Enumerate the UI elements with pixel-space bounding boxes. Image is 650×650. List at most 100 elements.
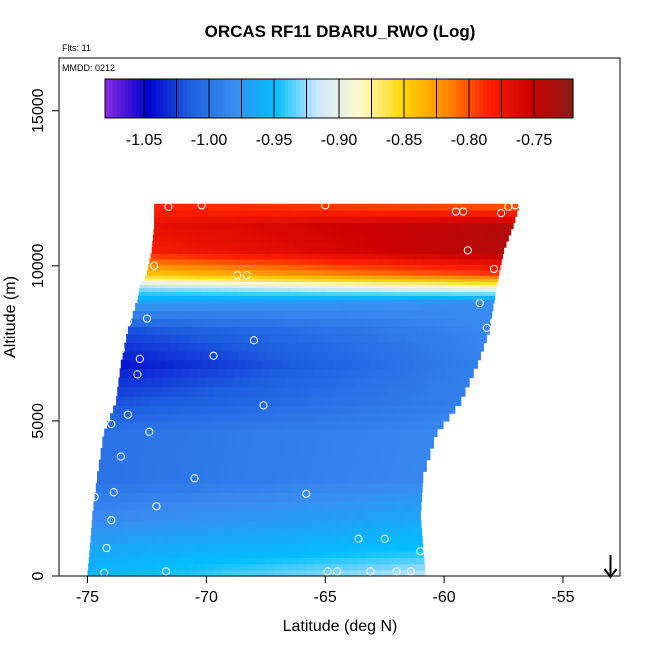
heatmap-cell — [481, 203, 492, 211]
heatmap-cell — [174, 448, 184, 461]
heatmap-cell — [117, 386, 127, 397]
heatmap-cell — [373, 278, 384, 282]
heatmap-cell — [469, 284, 480, 289]
sample-point — [107, 419, 116, 429]
heatmap-cell — [283, 482, 293, 493]
sample-point — [233, 271, 242, 280]
heatmap-cell — [282, 284, 292, 289]
heatmap-cell — [302, 377, 312, 388]
heatmap-cell — [209, 264, 220, 271]
heatmap-cell — [102, 492, 112, 503]
heatmap-cell — [407, 557, 417, 565]
heatmap-cell — [130, 405, 140, 414]
heatmap-cell — [384, 368, 395, 379]
colorbar-swatch — [514, 79, 519, 118]
heatmap-cell — [423, 222, 433, 230]
heatmap-cell — [331, 396, 341, 407]
heatmap-cell — [185, 436, 195, 449]
heatmap-cell — [237, 413, 247, 422]
heatmap-cell — [166, 448, 176, 461]
heatmap-cell — [327, 203, 337, 211]
heatmap-cell — [392, 310, 403, 320]
heatmap-cell — [147, 405, 157, 414]
colorbar-swatch — [393, 79, 399, 118]
heatmap-cell — [430, 303, 440, 312]
heatmap-cell — [414, 471, 424, 484]
heatmap-cell — [163, 203, 173, 211]
heatmap-cell — [173, 269, 183, 276]
heatmap-cell — [273, 284, 284, 289]
heatmap-cell — [258, 241, 268, 248]
heatmap-cell — [387, 299, 397, 304]
heatmap-cell — [428, 310, 439, 320]
heatmap-cell — [99, 527, 109, 537]
heatmap-cell — [172, 209, 182, 217]
sample-point — [489, 317, 499, 326]
heatmap-cell — [249, 405, 259, 414]
heatmap-cell — [339, 535, 349, 545]
sample-point — [321, 201, 330, 210]
heatmap-cell — [375, 420, 385, 430]
heatmap-cell — [90, 535, 100, 545]
heatmap-cell — [471, 326, 481, 335]
heatmap-cell — [163, 209, 173, 217]
heatmap-cell — [436, 318, 447, 327]
heatmap-cell — [283, 405, 294, 414]
heatmap-cell — [245, 428, 255, 438]
heatmap-cell — [124, 342, 134, 352]
heatmap-cell — [429, 264, 439, 271]
heatmap-cell — [189, 228, 199, 236]
heatmap-cell — [248, 527, 257, 537]
heatmap-cell — [206, 551, 216, 558]
heatmap-cell — [118, 501, 127, 512]
heatmap-cell — [374, 569, 384, 577]
heatmap-cell — [423, 253, 433, 260]
sample-point — [259, 401, 268, 410]
heatmap-cell — [434, 281, 445, 286]
heatmap-cell — [193, 482, 203, 493]
heatmap-cell — [270, 334, 280, 344]
sample-point — [123, 317, 133, 326]
heatmap-cell — [322, 520, 331, 529]
heatmap-cell — [164, 459, 174, 472]
heatmap-cell — [357, 342, 368, 352]
heatmap-cell — [187, 241, 198, 248]
heatmap-cell — [322, 396, 333, 407]
heatmap-cell — [306, 264, 316, 271]
heatmap-cell — [406, 216, 417, 223]
heatmap-cell — [100, 510, 110, 521]
heatmap-cell — [242, 482, 252, 493]
heatmap-cell — [317, 386, 327, 397]
heatmap-cell — [351, 299, 361, 304]
heatmap-cell — [317, 209, 327, 217]
heatmap-cell — [213, 310, 224, 320]
heatmap-cell — [323, 563, 333, 571]
heatmap-cell — [261, 269, 271, 276]
heatmap-cell — [278, 459, 288, 472]
heatmap-cell — [199, 269, 210, 276]
heatmap-cell — [344, 287, 354, 293]
heatmap-cell — [481, 234, 492, 242]
heatmap-cell — [257, 247, 267, 255]
sample-point — [406, 567, 415, 576]
heatmap-cell — [129, 428, 139, 438]
heatmap-cell — [432, 334, 442, 344]
heatmap-cell — [149, 420, 159, 430]
heatmap-cell — [311, 241, 321, 248]
heatmap-cell — [158, 351, 168, 361]
heatmap-cell — [451, 216, 462, 223]
heatmap-cell — [306, 334, 316, 344]
heatmap-cell — [293, 241, 304, 248]
heatmap-cell — [305, 396, 315, 407]
heatmap-cell — [372, 535, 382, 545]
heatmap-cell — [475, 253, 486, 260]
heatmap-cell — [278, 368, 289, 379]
heatmap-cell — [152, 482, 162, 493]
heatmap-cell — [225, 492, 235, 503]
heatmap-cell — [243, 269, 254, 276]
heatmap-cell — [296, 368, 306, 379]
colorbar-swatch — [276, 79, 282, 118]
heatmap-cell — [312, 428, 322, 438]
heatmap-cell — [285, 310, 295, 320]
colorbar-tick-label: -0.75 — [516, 132, 553, 149]
